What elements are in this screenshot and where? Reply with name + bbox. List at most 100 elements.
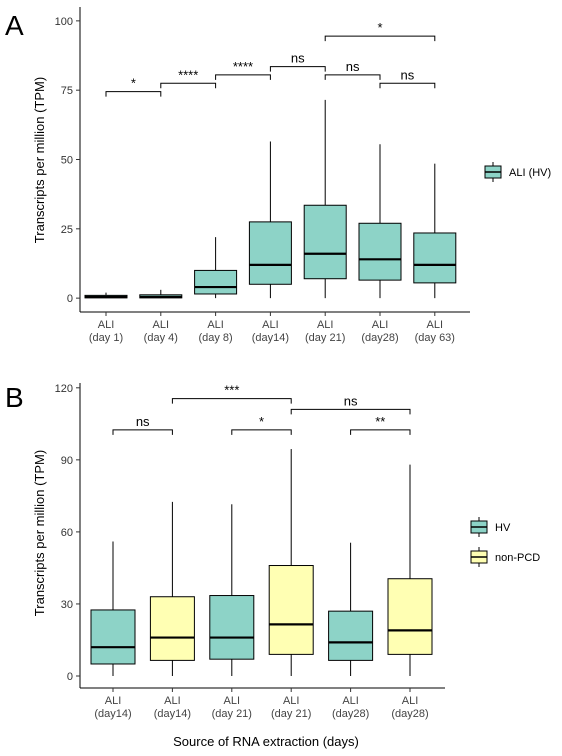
x-tick-label-line1: ALI [153, 319, 170, 331]
bracket-line [324, 74, 381, 80]
x-tick-label-line1: ALI [105, 695, 122, 707]
legend-label: non-PCD [495, 552, 540, 564]
x-tick-label-line1: ALI [164, 695, 181, 707]
y-axis-title: Transcripts per million (TPM) [32, 77, 47, 243]
x-tick-label-line2: (day 8) [198, 332, 232, 344]
x-tick-label-line2: (day 21) [212, 708, 252, 720]
significance-bracket: ns [269, 51, 326, 72]
significance-bracket: ** [350, 414, 411, 435]
y-tick-label: 100 [55, 16, 73, 28]
x-tick-label-line1: ALI [207, 319, 224, 331]
box-rect [90, 609, 136, 665]
x-tick-label-line2: (day 4) [144, 332, 178, 344]
bracket-line [171, 398, 292, 404]
bracket-line [290, 408, 411, 415]
y-tick-label: 0 [67, 671, 73, 683]
significance-label: * [259, 414, 264, 429]
x-tick-label-line2: (day 21) [271, 708, 311, 720]
significance-label: **** [233, 59, 253, 74]
significance-bracket: * [105, 76, 162, 97]
significance-bracket: ns [379, 67, 436, 89]
y-tick-label: 0 [67, 293, 73, 305]
x-tick-label-line2: (day 63) [415, 332, 455, 344]
significance-label: ns [344, 393, 358, 408]
x-tick-label-line2: (day 1) [89, 332, 123, 344]
x-tick-label-line1: ALI [342, 695, 359, 707]
y-tick-label: 30 [61, 599, 73, 611]
significance-label: * [377, 20, 382, 35]
box-hv-2 [209, 504, 255, 676]
box-rect [194, 269, 238, 295]
box-rect [149, 596, 195, 661]
legend-item-non-pcd: non-PCD [470, 547, 540, 567]
x-tick-label-line2: (day28) [332, 708, 369, 720]
bracket-line [324, 35, 436, 42]
y-tick-label: 75 [61, 85, 73, 97]
y-tick-label: 60 [61, 527, 73, 539]
significance-label: * [131, 76, 136, 91]
significance-label: ** [375, 414, 385, 429]
legend-item-hv: HV [470, 517, 511, 537]
x-tick-label-line2: (day14) [252, 332, 289, 344]
panel-letter: B [5, 382, 24, 413]
significance-label: ns [136, 414, 150, 429]
box-hv-4 [303, 99, 347, 299]
box-rect [358, 222, 402, 281]
box-hv-5 [358, 144, 402, 299]
box-non-pcd-3 [268, 449, 314, 676]
x-tick-label-line1: ALI [427, 319, 444, 331]
y-tick-label: 90 [61, 455, 73, 467]
x-tick-label-line2: (day28) [361, 332, 398, 344]
y-tick-label: 50 [61, 155, 73, 167]
significance-bracket: ns [290, 393, 411, 415]
x-tick-label-line2: (day14) [154, 708, 191, 720]
y-tick-label: 120 [55, 383, 73, 395]
significance-label: **** [178, 67, 198, 82]
box-rect [303, 204, 347, 280]
x-tick-label-line1: ALI [372, 319, 389, 331]
significance-bracket: ns [112, 414, 173, 435]
x-tick-label-line1: ALI [98, 319, 115, 331]
panel-b: B 0 30 60 90 120 Transcripts per million (TPM)… [5, 382, 540, 749]
significance-label: *** [224, 383, 239, 398]
box-rect [268, 565, 314, 655]
x-tick-label-line1: ALI [317, 319, 334, 331]
x-tick-label-line1: ALI [283, 695, 300, 707]
box-rect [328, 610, 374, 661]
x-tick-label-line1: ALI [262, 319, 279, 331]
box-hv-3 [248, 141, 292, 299]
bracket-line [269, 66, 326, 72]
x-tick-label-line2: (day28) [391, 708, 428, 720]
x-axis-title: Source of RNA extraction (days) [173, 734, 359, 749]
significance-bracket: * [231, 414, 292, 435]
significance-bracket: **** [160, 67, 217, 89]
bracket-line [231, 429, 292, 435]
significance-bracket: **** [215, 59, 271, 80]
box-hv-4 [328, 542, 374, 676]
significance-label: ns [401, 67, 415, 82]
significance-label: ns [291, 51, 305, 66]
significance-bracket: * [324, 20, 436, 42]
x-tick-label-line1: ALI [402, 695, 419, 707]
box-rect [209, 595, 255, 660]
box-hv-0 [90, 541, 136, 676]
y-tick-label: 25 [61, 224, 73, 236]
x-tick-label-line2: (day14) [94, 708, 131, 720]
legend-item-hv: ALI (HV) [484, 162, 551, 182]
x-tick-label-line1: ALI [224, 695, 241, 707]
box-rect [248, 221, 292, 285]
panel-letter: A [5, 10, 24, 41]
bracket-line [215, 74, 271, 80]
bracket-line [112, 429, 173, 435]
box-hv-1 [139, 289, 183, 299]
bracket-line [350, 429, 411, 435]
x-tick-label-line2: (day 21) [305, 332, 345, 344]
y-axis-title: Transcripts per million (TPM) [32, 450, 47, 616]
box-hv-6 [413, 163, 457, 299]
panel-a: A 0 25 50 75 100 Transcripts per million (TPM)… [5, 7, 551, 344]
bracket-line [105, 91, 162, 97]
bracket-line [379, 82, 436, 89]
box-hv-0 [84, 292, 128, 299]
significance-bracket: *** [171, 383, 292, 404]
